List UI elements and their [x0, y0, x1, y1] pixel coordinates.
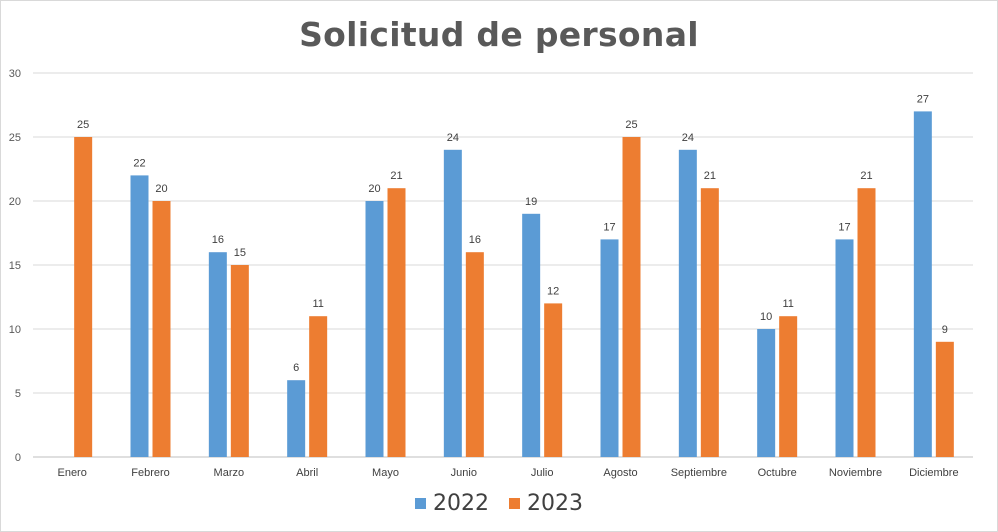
bar-2023 — [74, 137, 93, 457]
x-tick-label: Marzo — [214, 467, 245, 479]
legend-swatch — [415, 498, 426, 509]
bar-2023 — [309, 316, 328, 457]
x-tick-label: Abril — [296, 467, 318, 479]
bar-2023 — [230, 265, 249, 457]
data-label: 21 — [860, 170, 872, 182]
bar-2023 — [779, 316, 798, 457]
bar-2022 — [678, 149, 697, 458]
data-label: 6 — [293, 362, 299, 374]
bar-2023 — [935, 341, 954, 457]
data-label: 17 — [603, 221, 615, 233]
bar-2023 — [622, 137, 641, 457]
bar-2022 — [287, 380, 306, 457]
y-tick-label: 15 — [9, 260, 21, 272]
data-label: 16 — [212, 234, 224, 246]
data-label: 10 — [760, 311, 772, 323]
bar-2023 — [544, 303, 563, 457]
y-tick-label: 5 — [15, 388, 21, 400]
bar-2023 — [857, 188, 876, 457]
bar-2022 — [522, 213, 541, 457]
legend-label: 2022 — [433, 491, 489, 516]
legend-label: 2023 — [527, 491, 583, 516]
bar-2022 — [208, 252, 227, 457]
legend-swatch — [509, 498, 520, 509]
x-tick-label: Junio — [451, 467, 477, 479]
bar-2022 — [913, 111, 932, 458]
data-label: 19 — [525, 196, 537, 208]
data-label: 12 — [547, 285, 559, 297]
y-tick-label: 30 — [9, 68, 21, 80]
bar-2022 — [757, 329, 776, 457]
bar-2023 — [700, 188, 719, 457]
bar-2023 — [465, 252, 484, 457]
data-label: 21 — [704, 170, 716, 182]
bar-2022 — [835, 239, 854, 457]
x-tick-label: Julio — [531, 467, 554, 479]
x-tick-label: Mayo — [372, 467, 399, 479]
bar-2023 — [387, 188, 406, 457]
data-label: 22 — [133, 157, 145, 169]
data-label: 20 — [155, 183, 167, 195]
data-label: 11 — [312, 298, 323, 310]
x-tick-label: Enero — [57, 467, 86, 479]
bar-2022 — [443, 149, 462, 458]
bar-2022 — [365, 201, 384, 457]
chart-title: Solicitud de personal — [299, 15, 699, 54]
data-label: 24 — [447, 132, 459, 144]
data-label: 24 — [682, 132, 694, 144]
data-label: 20 — [368, 183, 380, 195]
y-tick-label: 25 — [9, 132, 21, 144]
y-tick-label: 20 — [9, 196, 21, 208]
data-label: 9 — [942, 324, 948, 336]
data-label: 11 — [782, 298, 793, 310]
y-tick-label: 0 — [15, 452, 21, 464]
y-tick-label: 10 — [9, 324, 21, 336]
data-label: 25 — [625, 119, 637, 131]
x-tick-label: Septiembre — [671, 467, 727, 479]
x-tick-label: Octubre — [758, 467, 797, 479]
data-label: 21 — [390, 170, 402, 182]
data-label: 15 — [234, 247, 246, 259]
x-tick-label: Agosto — [603, 467, 637, 479]
legend-item-2022: 2022 — [415, 491, 489, 516]
x-tick-label: Noviembre — [829, 467, 882, 479]
x-tick-label: Febrero — [131, 467, 170, 479]
data-label: 27 — [917, 93, 929, 105]
bar-2023 — [152, 201, 171, 457]
data-label: 25 — [77, 119, 89, 131]
data-label: 16 — [469, 234, 481, 246]
bar-2022 — [130, 175, 149, 457]
chart-legend: 2022 2023 — [1, 491, 997, 516]
x-tick-label: Diciembre — [909, 467, 959, 479]
legend-item-2023: 2023 — [509, 491, 583, 516]
bar-2022 — [600, 239, 619, 457]
data-label: 17 — [838, 221, 850, 233]
